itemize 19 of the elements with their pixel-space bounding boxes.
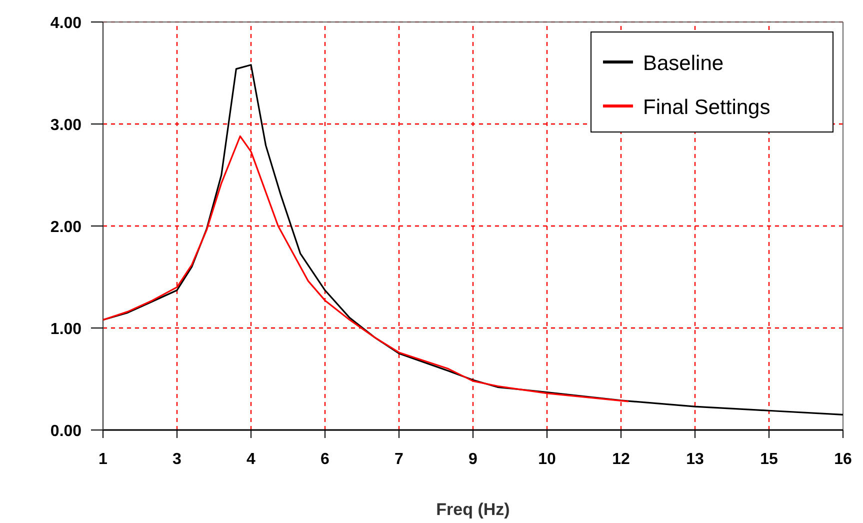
x-tick-label: 3 [172,451,182,468]
legend-label: Final Settings [643,96,770,119]
x-tick-label: 10 [538,451,556,468]
x-tick-label: 7 [394,451,404,468]
x-tick-label: 9 [468,451,478,468]
y-tick-label: 3.00 [50,117,82,134]
x-tick-label: 16 [834,451,852,468]
x-tick-label: 12 [612,451,630,468]
y-tick-label: 2.00 [50,219,82,236]
y-tick-label: 1.00 [50,321,82,338]
x-tick-label: 6 [320,451,330,468]
x-tick-label: 15 [760,451,778,468]
x-tick-label: 4 [246,451,256,468]
x-tick-label: 13 [686,451,704,468]
y-tick-label: 4.00 [50,15,82,32]
legend-label: Baseline [643,52,724,75]
x-tick-label: 1 [98,451,108,468]
x-axis-title: Freq (Hz) [436,500,510,519]
y-tick-label: 0.00 [50,423,82,440]
